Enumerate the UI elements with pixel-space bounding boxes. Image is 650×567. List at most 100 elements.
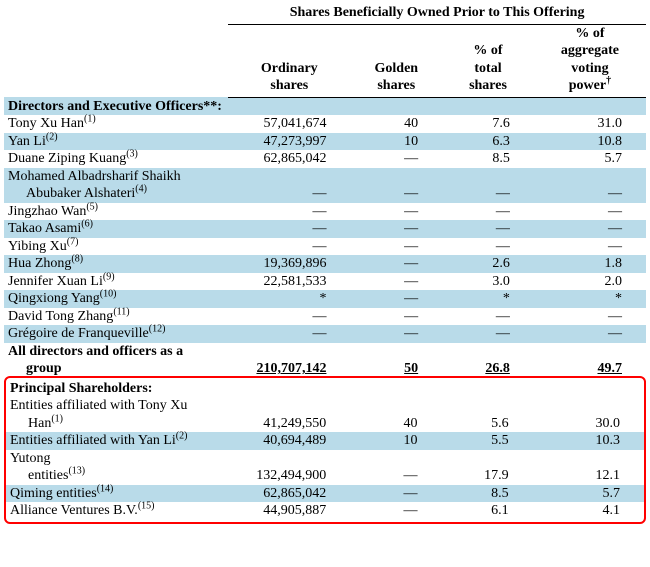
row-name: Tony Xu Han(1) bbox=[4, 115, 228, 133]
pct-total-cell: 6.1 bbox=[441, 502, 532, 520]
row-name: Yutongentities(13) bbox=[6, 450, 229, 485]
ordinary-cell: — bbox=[228, 220, 350, 238]
pct-total-cell: 17.9 bbox=[441, 450, 532, 485]
pct-total-cell: — bbox=[442, 220, 534, 238]
golden-cell: — bbox=[350, 290, 442, 308]
ordinary-cell: 22,581,533 bbox=[228, 273, 350, 291]
ordinary-cell: 41,249,550 bbox=[229, 397, 351, 432]
header-span: Shares Beneficially Owned Prior to This … bbox=[228, 4, 646, 24]
pct-total-cell: 8.5 bbox=[441, 485, 532, 503]
ordinary-cell: 57,041,674 bbox=[228, 115, 350, 133]
row-name: Entities affiliated with Yan Li(2) bbox=[6, 432, 229, 450]
golden-cell: — bbox=[350, 485, 441, 503]
pct-total-cell: — bbox=[442, 168, 534, 203]
ownership-table: Shares Beneficially Owned Prior to This … bbox=[4, 4, 646, 378]
row-name: Entities affiliated with Tony XuHan(1) bbox=[6, 397, 229, 432]
pct-voting-cell: 4.1 bbox=[533, 502, 644, 520]
ordinary-cell: 62,865,042 bbox=[229, 485, 351, 503]
col-pct-voting: % of aggregate voting power† bbox=[534, 24, 646, 97]
table-row: Tony Xu Han(1)57,041,674407.631.0 bbox=[4, 115, 646, 133]
pct-voting-cell: — bbox=[534, 168, 646, 203]
table-row: David Tong Zhang(11)———— bbox=[4, 308, 646, 326]
table-row: Jingzhao Wan(5)———— bbox=[4, 203, 646, 221]
column-header-row: Ordinary shares Golden shares % of total… bbox=[4, 24, 646, 97]
ordinary-cell: 47,273,997 bbox=[228, 133, 350, 151]
golden-cell: 40 bbox=[350, 397, 441, 432]
table-row: Alliance Ventures B.V.(15)44,905,887—6.1… bbox=[6, 502, 644, 520]
pct-voting-cell: — bbox=[534, 325, 646, 343]
golden-cell: — bbox=[350, 168, 442, 203]
principal-table: Principal Shareholders:Entities affiliat… bbox=[6, 380, 644, 520]
pct-voting-cell: — bbox=[534, 220, 646, 238]
row-name: Duane Ziping Kuang(3) bbox=[4, 150, 228, 168]
pct-total-cell: — bbox=[442, 325, 534, 343]
pct-voting-cell: 2.0 bbox=[534, 273, 646, 291]
golden-cell: — bbox=[350, 220, 442, 238]
ordinary-cell: 19,369,896 bbox=[228, 255, 350, 273]
pct-voting-cell: 5.7 bbox=[533, 485, 644, 503]
table-row: Entities affiliated with Yan Li(2)40,694… bbox=[6, 432, 644, 450]
ordinary-cell: — bbox=[228, 203, 350, 221]
table-row: Takao Asami(6)———— bbox=[4, 220, 646, 238]
ordinary-cell: 44,905,887 bbox=[229, 502, 351, 520]
row-name: Jingzhao Wan(5) bbox=[4, 203, 228, 221]
row-name: Hua Zhong(8) bbox=[4, 255, 228, 273]
pct-voting-cell: — bbox=[534, 238, 646, 256]
principal-section-header: Principal Shareholders: bbox=[6, 380, 644, 398]
ordinary-cell: 62,865,042 bbox=[228, 150, 350, 168]
golden-cell: 10 bbox=[350, 432, 441, 450]
pct-voting-cell: 10.3 bbox=[533, 432, 644, 450]
ordinary-cell: — bbox=[228, 238, 350, 256]
pct-voting-cell: 49.7 bbox=[534, 343, 646, 378]
golden-cell: — bbox=[350, 273, 442, 291]
golden-cell: — bbox=[350, 325, 442, 343]
table-row: Entities affiliated with Tony XuHan(1)41… bbox=[6, 397, 644, 432]
golden-cell: — bbox=[350, 450, 441, 485]
row-name: David Tong Zhang(11) bbox=[4, 308, 228, 326]
pct-total-cell: — bbox=[442, 308, 534, 326]
pct-total-cell: — bbox=[442, 203, 534, 221]
pct-voting-cell: 12.1 bbox=[533, 450, 644, 485]
golden-cell: — bbox=[350, 238, 442, 256]
table-row: Qiming entities(14)62,865,042—8.55.7 bbox=[6, 485, 644, 503]
pct-total-cell: 6.3 bbox=[442, 133, 534, 151]
header-span-row: Shares Beneficially Owned Prior to This … bbox=[4, 4, 646, 24]
directors-summary-row: All directors and officers as agroup210,… bbox=[4, 343, 646, 378]
ordinary-cell: — bbox=[228, 325, 350, 343]
table-row: Yan Li(2)47,273,997106.310.8 bbox=[4, 133, 646, 151]
pct-voting-cell: — bbox=[534, 203, 646, 221]
pct-total-cell: 8.5 bbox=[442, 150, 534, 168]
pct-total-cell: 7.6 bbox=[442, 115, 534, 133]
golden-cell: 40 bbox=[350, 115, 442, 133]
pct-voting-cell: 1.8 bbox=[534, 255, 646, 273]
table-row: Qingxiong Yang(10)*—** bbox=[4, 290, 646, 308]
pct-total-cell: 2.6 bbox=[442, 255, 534, 273]
row-name: Mohamed Albadrsharif ShaikhAbubaker Alsh… bbox=[4, 168, 228, 203]
row-name: Yibing Xu(7) bbox=[4, 238, 228, 256]
table-row: Yutongentities(13)132,494,900—17.912.1 bbox=[6, 450, 644, 485]
golden-cell: — bbox=[350, 150, 442, 168]
ordinary-cell: * bbox=[228, 290, 350, 308]
golden-cell: 50 bbox=[350, 343, 442, 378]
ordinary-cell: — bbox=[228, 168, 350, 203]
pct-voting-cell: 31.0 bbox=[534, 115, 646, 133]
golden-cell: — bbox=[350, 502, 441, 520]
row-name: Takao Asami(6) bbox=[4, 220, 228, 238]
row-name: All directors and officers as agroup bbox=[4, 343, 228, 378]
table-row: Grégoire de Franqueville(12)———— bbox=[4, 325, 646, 343]
table-row: Hua Zhong(8)19,369,896—2.61.8 bbox=[4, 255, 646, 273]
pct-voting-cell: * bbox=[534, 290, 646, 308]
row-name: Grégoire de Franqueville(12) bbox=[4, 325, 228, 343]
directors-section-header: Directors and Executive Officers**: bbox=[4, 97, 646, 115]
golden-cell: — bbox=[350, 203, 442, 221]
principal-highlight-box: Principal Shareholders:Entities affiliat… bbox=[4, 376, 646, 524]
col-golden: Golden shares bbox=[350, 24, 442, 97]
golden-cell: 10 bbox=[350, 133, 442, 151]
ordinary-cell: 40,694,489 bbox=[229, 432, 351, 450]
pct-voting-cell: 10.8 bbox=[534, 133, 646, 151]
pct-total-cell: 5.5 bbox=[441, 432, 532, 450]
pct-total-cell: 26.8 bbox=[442, 343, 534, 378]
col-ordinary: Ordinary shares bbox=[228, 24, 350, 97]
pct-voting-cell: 5.7 bbox=[534, 150, 646, 168]
table-row: Mohamed Albadrsharif ShaikhAbubaker Alsh… bbox=[4, 168, 646, 203]
